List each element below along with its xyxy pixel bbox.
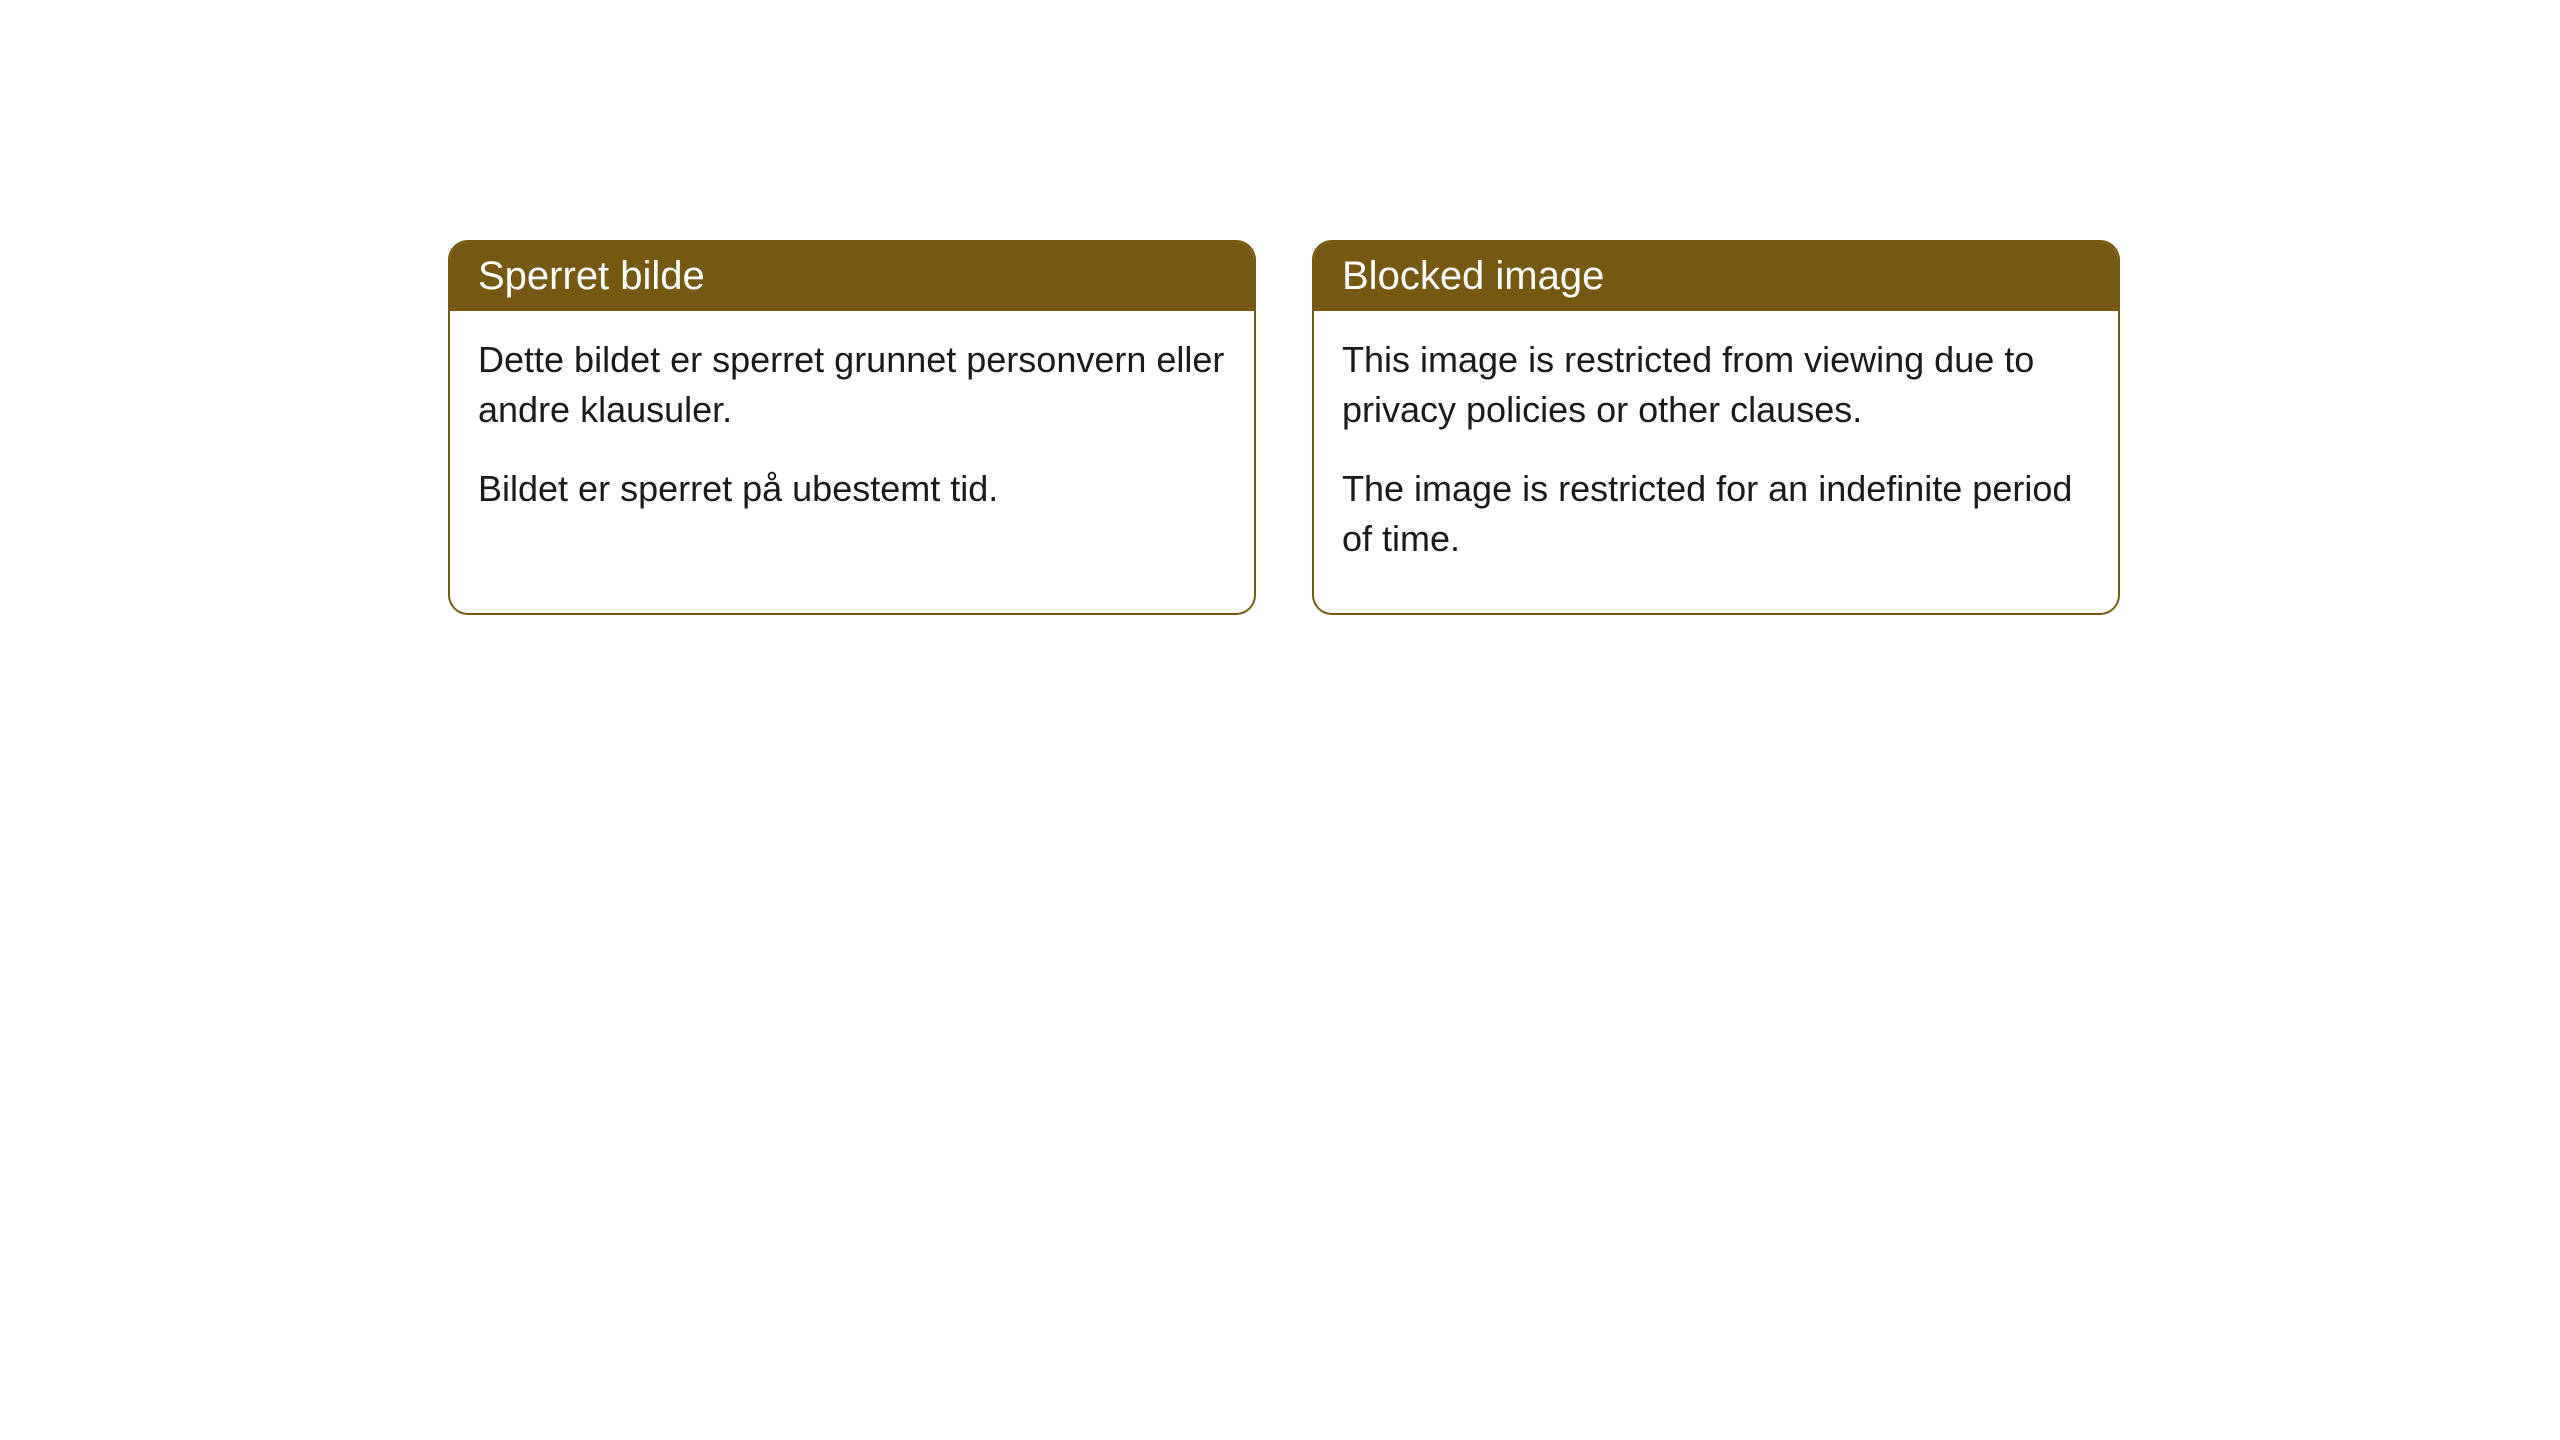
notice-cards-container: Sperret bilde Dette bildet er sperret gr… <box>0 0 2560 615</box>
card-body: This image is restricted from viewing du… <box>1314 311 2118 613</box>
card-body: Dette bildet er sperret grunnet personve… <box>450 311 1254 562</box>
notice-card-english: Blocked image This image is restricted f… <box>1312 240 2120 615</box>
card-title: Sperret bilde <box>478 254 705 298</box>
card-header: Sperret bilde <box>450 242 1254 311</box>
card-paragraph: The image is restricted for an indefinit… <box>1342 464 2090 565</box>
card-header: Blocked image <box>1314 242 2118 311</box>
notice-card-norwegian: Sperret bilde Dette bildet er sperret gr… <box>448 240 1256 615</box>
card-paragraph: This image is restricted from viewing du… <box>1342 335 2090 436</box>
card-paragraph: Dette bildet er sperret grunnet personve… <box>478 335 1226 436</box>
card-paragraph: Bildet er sperret på ubestemt tid. <box>478 464 1226 514</box>
card-title: Blocked image <box>1342 254 1604 298</box>
